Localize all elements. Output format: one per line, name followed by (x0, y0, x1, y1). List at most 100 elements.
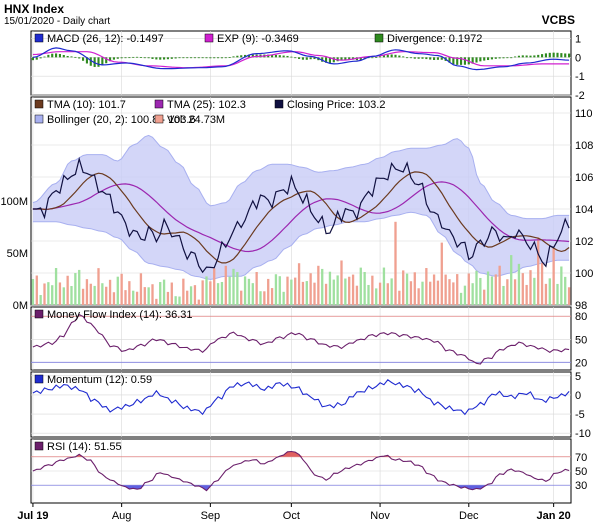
divergence-bar (460, 57, 463, 65)
rsi-tick-label: 30 (575, 480, 587, 492)
x-tick-label: Dec (459, 510, 479, 522)
divergence-bar (244, 54, 247, 58)
macd-tick-label: 1 (575, 34, 581, 46)
divergence-bar (43, 56, 46, 58)
divergence-bar (274, 54, 277, 58)
divergence-bar (228, 57, 231, 58)
volume-bar (502, 285, 505, 305)
rsi-tick-label: 70 (575, 452, 587, 464)
divergence-bar (433, 57, 436, 60)
divergence-bar (309, 57, 312, 60)
legend-swatch (204, 33, 214, 43)
volume-bar (394, 221, 397, 305)
divergence-bar (74, 56, 77, 58)
divergence-bar (548, 52, 551, 58)
volume-bar (402, 270, 405, 305)
divergence-bar (552, 52, 555, 58)
legend-swatch (34, 441, 44, 451)
chart-subtitle: 15/01/2020 - Daily chart (4, 16, 111, 27)
volume-bar (375, 288, 378, 305)
divergence-bar (116, 57, 119, 59)
volume-bar (101, 283, 104, 305)
divergence-bar (70, 56, 73, 58)
volume-bar (74, 273, 77, 305)
volume-bar (556, 283, 559, 305)
divergence-bar (97, 57, 100, 67)
volume-bar (51, 285, 54, 305)
volume-bar (506, 279, 509, 305)
x-tick-label: Oct (283, 510, 300, 522)
volume-bar (282, 291, 285, 305)
volume-bar (240, 290, 243, 305)
divergence-bar (109, 57, 112, 62)
divergence-bar (232, 56, 235, 58)
volume-bar (363, 272, 366, 305)
macd-tick-label: 0 (575, 52, 581, 64)
volume-bar (567, 287, 571, 305)
price-tick-label: 98 (575, 300, 587, 312)
divergence-bar (282, 55, 285, 58)
price-tick-label: 108 (575, 140, 593, 152)
volume-bar (533, 277, 536, 305)
volume-bar (378, 282, 382, 305)
legend-label: Money Flow Index (14): 36.31 (47, 309, 193, 321)
volume-bar (525, 284, 528, 305)
divergence-bar (220, 57, 223, 59)
rsi-tick-label: 50 (575, 466, 587, 478)
divergence-bar (55, 53, 58, 58)
divergence-bar (190, 57, 193, 59)
volume-bar (429, 281, 432, 305)
divergence-bar (298, 57, 301, 59)
divergence-bar (386, 54, 389, 58)
volume-tick-label: 100M (0, 196, 28, 208)
legend-swatch (34, 374, 44, 384)
volume-bar (340, 260, 343, 305)
divergence-bar (564, 53, 567, 58)
divergence-bar (35, 57, 38, 60)
volume-bar (54, 268, 58, 305)
divergence-bar (182, 57, 185, 59)
volume-bar (290, 279, 293, 305)
legend-swatch (154, 99, 164, 109)
divergence-bar (251, 54, 254, 58)
divergence-bar (483, 57, 486, 61)
divergence-bar (417, 57, 420, 59)
legend-swatch (274, 99, 284, 109)
divergence-bar (506, 57, 509, 59)
divergence-bar (166, 57, 169, 60)
volume-bar (463, 285, 467, 305)
volume-bar (382, 267, 386, 305)
volume-bar (351, 274, 355, 305)
divergence-bar (236, 55, 239, 58)
volume-bar (155, 298, 158, 305)
volume-bar (398, 290, 401, 305)
volume-bar (413, 272, 416, 305)
volume-bar (186, 290, 189, 305)
divergence-bar (494, 57, 497, 59)
volume-bar (328, 271, 332, 305)
volume-bar (135, 291, 139, 305)
divergence-bar (328, 57, 331, 63)
legend-label: Closing Price: 103.2 (287, 99, 385, 111)
divergence-bar (89, 57, 92, 66)
divergence-bar (514, 56, 517, 58)
divergence-bar (170, 57, 173, 59)
macd-line (32, 47, 570, 71)
volume-bar (348, 276, 351, 305)
volume-bar (456, 274, 459, 305)
legend-label: TMA (10): 101.7 (47, 99, 126, 111)
divergence-bar (487, 57, 490, 61)
divergence-bar (66, 55, 69, 58)
divergence-bar (205, 57, 208, 59)
divergence-bar (159, 57, 162, 60)
price-tick-label: 110 (575, 108, 593, 120)
price-tick-label: 106 (575, 172, 593, 184)
volume-bar (81, 288, 85, 305)
divergence-bar (278, 55, 281, 58)
volume-bar (166, 291, 170, 305)
divergence-bar (294, 57, 297, 59)
volume-bar (274, 274, 278, 305)
chart-title: HNX Index (4, 2, 65, 16)
volume-bar (513, 279, 517, 305)
divergence-bar (82, 57, 85, 61)
